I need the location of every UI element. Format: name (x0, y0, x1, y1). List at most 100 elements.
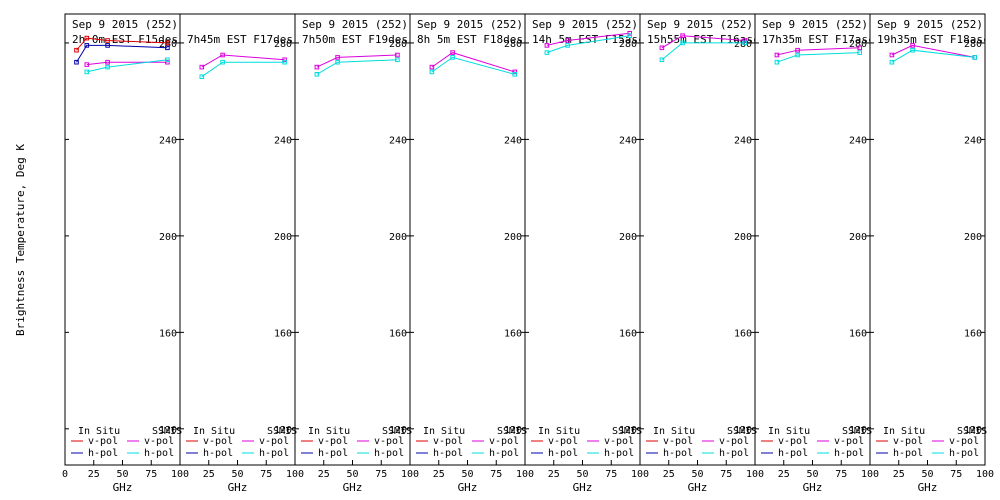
series-line-ssmis_v (891, 44, 975, 58)
panel-title: Sep 9 2015 (252) 19h35m EST F18asc (877, 18, 990, 46)
legend-ssmis-heading: SSMIS (267, 426, 297, 437)
legend-label-insitu_h: h-pol (548, 448, 578, 459)
data-point-ssmis_v (450, 50, 455, 55)
data-point-ssmis_h (450, 55, 455, 60)
panel-8: 120 160 200 240 280 25 50 75 100 GHz Sep 9 2015 (2… (869, 13, 994, 494)
legend-ssmis-heading: SSMIS (842, 426, 872, 437)
series-line-ssmis_h (661, 42, 745, 61)
data-point-ssmis_v (395, 52, 400, 58)
x-axis-label: GHz (228, 481, 248, 494)
data-point-ssmis_h (742, 40, 748, 46)
series-line-ssmis_h (546, 35, 630, 54)
panel-title-line1: Sep 9 2015 (252) (647, 18, 753, 31)
y-tick-label: 280 (619, 39, 637, 50)
data-point-ssmis_h (544, 50, 550, 55)
x-tick-label: 75 (950, 469, 962, 480)
panel-title: Sep 9 2015 (252) 17h35m EST F17asc (762, 18, 875, 46)
data-point-ssmis_h (659, 57, 665, 63)
y-tick-label: 160 (504, 328, 522, 339)
y-tick-label: 160 (274, 328, 292, 339)
x-tick-label: 75 (835, 469, 847, 480)
x-tick-label: 100 (861, 469, 879, 480)
panel-title-line2: 19h35m EST F18asc (877, 33, 990, 46)
x-tick-label: 50 (116, 469, 128, 480)
x-tick-label: 25 (433, 469, 445, 480)
legend-ssmis-heading: SSMIS (957, 426, 987, 437)
legend-label-ssmis_h: h-pol (949, 448, 979, 459)
legend-label-insitu_h: h-pol (318, 448, 348, 459)
series-line-ssmis_h (201, 61, 285, 78)
y-tick-label: 200 (849, 232, 867, 243)
x-axis-label: GHz (458, 481, 478, 494)
x-tick-label: 75 (145, 469, 157, 480)
y-tick-label: 240 (389, 135, 407, 146)
data-point-ssmis_h (314, 72, 320, 77)
legend-label-ssmis_v: v-pol (834, 436, 864, 447)
series-line-ssmis_v (316, 54, 398, 68)
data-point-ssmis_v (774, 52, 780, 58)
x-axis-label: GHz (918, 481, 938, 494)
data-point-insitu_v (84, 35, 90, 41)
x-tick-label: 50 (691, 469, 703, 480)
data-point-ssmis_v (544, 43, 550, 48)
legend-label-ssmis_v: v-pol (489, 436, 519, 447)
y-tick-label: 280 (849, 39, 867, 50)
data-point-insitu_h (74, 59, 79, 65)
y-tick-label: 160 (159, 328, 177, 339)
legend-label-insitu_h: h-pol (663, 448, 693, 459)
panel-title: 7h45m EST F17des (187, 33, 293, 46)
y-tick-label: 280 (504, 39, 522, 50)
data-point-ssmis_v (627, 31, 633, 36)
legend-ssmis-heading: SSMIS (382, 426, 412, 437)
x-tick-label: 50 (346, 469, 358, 480)
data-point-ssmis_v (512, 69, 518, 75)
x-tick-label: 75 (260, 469, 272, 480)
y-tick-label: 120 (504, 425, 522, 436)
panel-title-line1: Sep 9 2015 (252) (72, 18, 178, 31)
legend-label-insitu_h: h-pol (88, 448, 118, 459)
data-point-ssmis_v (220, 52, 225, 58)
legend-label-ssmis_v: v-pol (259, 436, 289, 447)
data-point-ssmis_h (335, 59, 340, 65)
y-tick-label: 240 (849, 135, 867, 146)
y-tick-label: 200 (159, 232, 177, 243)
y-tick-label: 120 (849, 425, 867, 436)
data-point-ssmis_h (84, 69, 90, 75)
x-tick-label: 100 (976, 469, 994, 480)
y-tick-label: 160 (849, 328, 867, 339)
legend-label-ssmis_v: v-pol (374, 436, 404, 447)
legend-in-situ-heading: In Situ (768, 426, 810, 437)
y-tick-label: 120 (159, 425, 177, 436)
x-tick-label: 50 (921, 469, 933, 480)
legend-label-ssmis_h: h-pol (604, 448, 634, 459)
data-point-ssmis_h (565, 43, 570, 48)
y-tick-label: 200 (274, 232, 292, 243)
legend-in-situ-heading: In Situ (653, 426, 695, 437)
legend-label-insitu_v: v-pol (663, 436, 693, 447)
data-point-insitu_h (165, 45, 170, 51)
data-point-ssmis_v (335, 55, 340, 60)
y-tick-label: 240 (734, 135, 752, 146)
y-tick-label: 160 (389, 328, 407, 339)
y-tick-label: 200 (389, 232, 407, 243)
y-tick-label: 200 (734, 232, 752, 243)
series-line-ssmis_v (546, 32, 630, 46)
panel-title-line2: 17h35m EST F17asc (762, 33, 875, 46)
chart-panels: 120 160 200 240 280 0 25 50 75 100 GHz Sep 9 2015 (… (62, 13, 994, 494)
data-point-ssmis_v (742, 38, 748, 43)
data-point-insitu_v (165, 40, 170, 46)
y-tick-label: 200 (619, 232, 637, 243)
data-point-ssmis_h (680, 40, 685, 46)
legend-in-situ-heading: In Situ (423, 426, 465, 437)
legend-label-ssmis_v: v-pol (949, 436, 979, 447)
legend-label-insitu_v: v-pol (548, 436, 578, 447)
data-point-ssmis_v (105, 59, 110, 65)
legend-label-ssmis_h: h-pol (834, 448, 864, 459)
y-tick-label: 280 (274, 39, 292, 50)
y-tick-label: 120 (389, 425, 407, 436)
x-tick-label: 25 (548, 469, 560, 480)
panel-title-line2: 8h 5m EST F18des (417, 33, 523, 46)
